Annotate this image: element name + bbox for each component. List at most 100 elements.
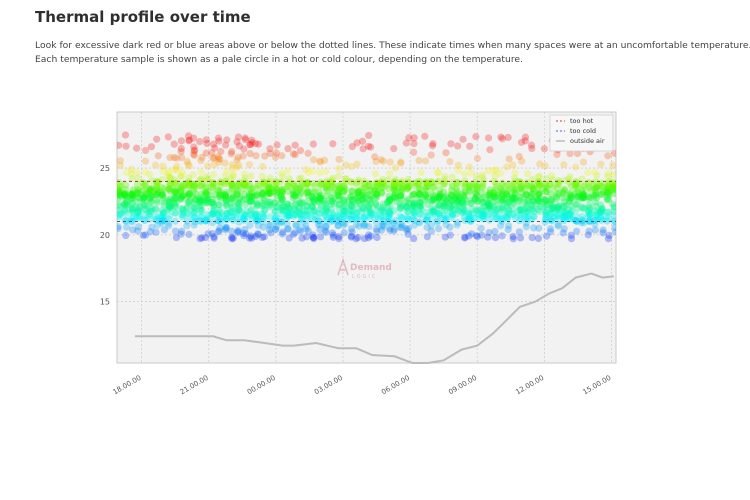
sample-point (160, 216, 168, 225)
sample-point (147, 186, 155, 195)
sample-point (448, 196, 456, 205)
sample-point (541, 185, 549, 193)
sample-point (422, 177, 430, 185)
sample-point (473, 232, 482, 241)
sample-point (358, 137, 367, 145)
sample-point (246, 197, 254, 205)
sample-point (329, 140, 337, 148)
sample-point (315, 217, 323, 225)
sample-point (459, 206, 467, 214)
sample-point (289, 230, 298, 238)
sample-point (441, 173, 449, 181)
sample-point (396, 212, 404, 220)
sample-point (297, 215, 306, 223)
sample-point (354, 205, 362, 213)
sample-point (302, 222, 310, 230)
sample-point (358, 184, 367, 192)
sample-point (421, 190, 429, 199)
sample-point (567, 202, 575, 210)
sample-point (133, 169, 141, 177)
sample-point (543, 200, 551, 209)
sample-point (141, 168, 149, 176)
sample-point (435, 209, 443, 217)
sample-point (355, 199, 363, 208)
sample-point (447, 191, 455, 200)
sample-point (177, 147, 185, 156)
sample-point (329, 174, 337, 182)
sample-point (498, 203, 507, 212)
sample-point (566, 208, 574, 217)
sample-point (509, 195, 517, 204)
sample-point (542, 201, 550, 210)
sample-point (177, 193, 185, 202)
sample-point (277, 210, 286, 218)
sample-point (524, 208, 532, 217)
sample-point (571, 200, 579, 208)
sample-point (561, 186, 569, 194)
sample-point (261, 152, 269, 160)
sample-point (454, 142, 462, 150)
sample-point (573, 218, 581, 226)
sample-point (133, 208, 141, 217)
sample-point (220, 180, 229, 188)
sample-point (183, 157, 191, 165)
sample-point (478, 231, 486, 239)
sample-point (355, 176, 363, 184)
sample-point (336, 184, 344, 192)
sample-point (449, 192, 457, 200)
sample-point (327, 194, 335, 202)
sample-point (246, 185, 254, 193)
sample-point (134, 209, 142, 217)
sample-point (278, 196, 286, 204)
sample-point (222, 223, 230, 231)
sample-point (147, 197, 155, 206)
sample-point (198, 177, 206, 185)
sample-point (367, 199, 375, 207)
sample-point (158, 213, 167, 221)
sample-point (372, 225, 380, 233)
sample-point (165, 168, 173, 176)
sample-point (404, 195, 412, 203)
sample-point (165, 184, 174, 193)
sample-point (316, 169, 324, 177)
sample-point (166, 201, 174, 209)
sample-point (158, 184, 166, 192)
sample-point (258, 210, 266, 218)
sample-point (328, 197, 336, 205)
sample-point (289, 212, 298, 220)
sample-point (139, 195, 147, 203)
sample-point (585, 192, 593, 201)
sample-point (178, 195, 186, 203)
sample-point (317, 191, 325, 199)
sample-point (303, 216, 311, 224)
sample-point (252, 140, 260, 148)
sample-point (515, 152, 523, 160)
sample-point (461, 187, 469, 195)
sample-point (534, 234, 543, 242)
sample-point (323, 181, 331, 189)
sample-point (390, 185, 398, 193)
sample-point (239, 152, 247, 160)
sample-point (521, 137, 529, 145)
sample-point (423, 208, 431, 216)
sample-point (467, 199, 476, 208)
sample-point (164, 205, 172, 214)
sample-point (542, 181, 550, 189)
sample-point (541, 188, 549, 196)
sample-point (271, 217, 279, 225)
sample-point (183, 203, 192, 211)
sample-point (171, 193, 179, 202)
sample-point (158, 214, 166, 222)
sample-point (454, 206, 463, 215)
sample-point (127, 214, 135, 222)
sample-point (184, 192, 192, 200)
sample-point (521, 198, 529, 207)
sample-point (579, 191, 587, 199)
sample-point (228, 181, 236, 189)
sample-point (261, 207, 269, 215)
sample-point (384, 181, 392, 189)
sample-point (415, 205, 424, 213)
sample-point (258, 188, 266, 197)
sample-point (397, 204, 405, 212)
sample-point (178, 192, 186, 200)
